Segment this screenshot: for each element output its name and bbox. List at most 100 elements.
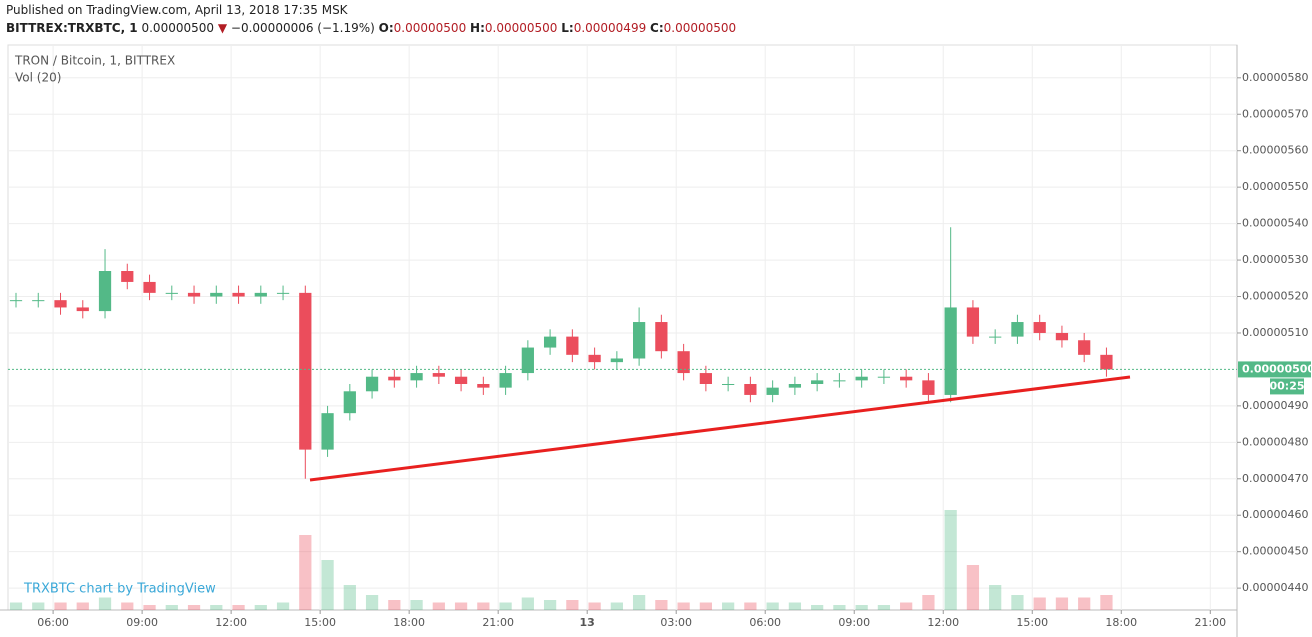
candle-body — [254, 292, 267, 297]
l-value: 0.00000499 — [573, 21, 647, 35]
volume-bar — [232, 605, 245, 610]
o-label: O: — [378, 21, 394, 35]
y-tick-label: 0.00000480 — [1242, 435, 1308, 448]
y-tick-label: 0.00000440 — [1242, 581, 1308, 594]
volume-bar — [165, 605, 178, 610]
countdown-box — [1270, 378, 1304, 395]
volume-bar — [677, 602, 690, 610]
y-tick-label: 0.00000570 — [1242, 107, 1308, 120]
x-tick-label: 13 — [580, 616, 595, 629]
y-tick-label: 0.00000550 — [1242, 180, 1308, 193]
candle-body — [388, 376, 401, 381]
volume-bar — [543, 600, 557, 610]
volume-bar — [521, 597, 534, 610]
x-tick-label: 09:00 — [838, 616, 870, 629]
candle-body — [588, 354, 601, 363]
volume-bar — [766, 602, 779, 610]
y-tick-label: 0.00000540 — [1242, 217, 1308, 230]
last: 0.00000500 — [141, 21, 215, 35]
y-tick-label: 0.00000520 — [1242, 290, 1308, 303]
candle-body — [210, 292, 223, 297]
y-tick-label: 0.00000450 — [1242, 545, 1308, 558]
volume-bar — [1011, 595, 1024, 610]
x-tick-label: 06:00 — [749, 616, 781, 629]
x-tick-label: 12:00 — [215, 616, 247, 629]
symbol: BITTREX:TRXBTC, 1 — [6, 21, 138, 35]
volume-bar — [588, 602, 601, 610]
volume-bar — [410, 600, 423, 610]
x-tick-label: 15:00 — [304, 616, 336, 629]
volume-bar — [900, 602, 913, 610]
volume-bar — [299, 535, 312, 610]
candle-body — [9, 300, 23, 302]
volume-bar — [632, 595, 646, 610]
candle-body — [788, 384, 802, 388]
countdown: 00:25 — [1269, 379, 1304, 392]
chart-title: TRON / Bitcoin, 1, BITTREX — [14, 54, 175, 68]
o-value: 0.00000500 — [393, 21, 467, 35]
candle-body — [165, 292, 178, 294]
price-label: 0.00000500 — [1242, 362, 1312, 375]
volume-bar — [32, 602, 45, 610]
candle-body — [454, 376, 468, 384]
trend-line — [309, 375, 1131, 482]
candle-body — [833, 380, 846, 382]
volume-bar — [1055, 597, 1069, 610]
volume-bar — [98, 597, 112, 610]
candle-body — [76, 307, 89, 312]
volume-bar — [788, 602, 802, 610]
volume-bar — [254, 605, 267, 610]
x-tick-label: 06:00 — [37, 616, 69, 629]
candle-body — [811, 380, 824, 384]
volume-bar — [276, 602, 290, 610]
candle-body — [187, 292, 201, 297]
candle-body — [232, 292, 245, 297]
volume-bar — [1033, 597, 1046, 610]
plot-frame — [7, 44, 1238, 611]
candle-body — [877, 376, 891, 378]
volume-bar — [566, 600, 579, 610]
volume-bar — [187, 605, 201, 610]
volume-bar — [655, 600, 668, 610]
y-tick-label: 0.00000460 — [1242, 508, 1308, 521]
candle-body — [855, 376, 868, 381]
candle-body — [432, 373, 445, 377]
volume-bar — [722, 602, 735, 610]
volume-bar — [9, 602, 23, 610]
candle-body — [410, 373, 423, 381]
volume-bar — [699, 602, 712, 610]
volume-bar — [121, 602, 134, 610]
candle-body — [521, 347, 534, 374]
candle-body — [1078, 340, 1091, 355]
volume-bar — [343, 585, 356, 610]
candle-body — [98, 271, 112, 312]
candle-body — [989, 336, 1002, 338]
volume-bar — [966, 565, 980, 610]
x-tick-label: 18:00 — [1105, 616, 1137, 629]
volume-bar — [833, 605, 846, 610]
x-tick-label: 09:00 — [126, 616, 158, 629]
y-tick-label: 0.00000580 — [1242, 71, 1308, 84]
volume-bar — [321, 560, 334, 610]
y-tick-label: 0.00000560 — [1242, 144, 1308, 157]
l-label: L: — [561, 21, 574, 35]
volume-bar — [1100, 595, 1113, 610]
c-label: C: — [650, 21, 664, 35]
candle-body — [121, 271, 134, 282]
x-tick-label: 21:00 — [482, 616, 514, 629]
candle-body — [499, 373, 512, 388]
candle-body — [966, 307, 980, 337]
h-label: H: — [470, 21, 485, 35]
candle-body — [276, 292, 290, 294]
candle-body — [321, 413, 334, 450]
grid — [8, 45, 1237, 610]
published-line: Published on TradingView.com, April 13, … — [6, 3, 348, 17]
x-tick-label: 21:00 — [1194, 616, 1226, 629]
watermark: TRXBTC chart by TradingView — [23, 582, 216, 597]
y-tick-label: 0.00000530 — [1242, 253, 1308, 266]
candle-body — [722, 384, 735, 385]
volume-bar — [989, 585, 1002, 610]
candle-body — [744, 384, 757, 395]
volume-label: Vol (20) — [15, 71, 61, 85]
